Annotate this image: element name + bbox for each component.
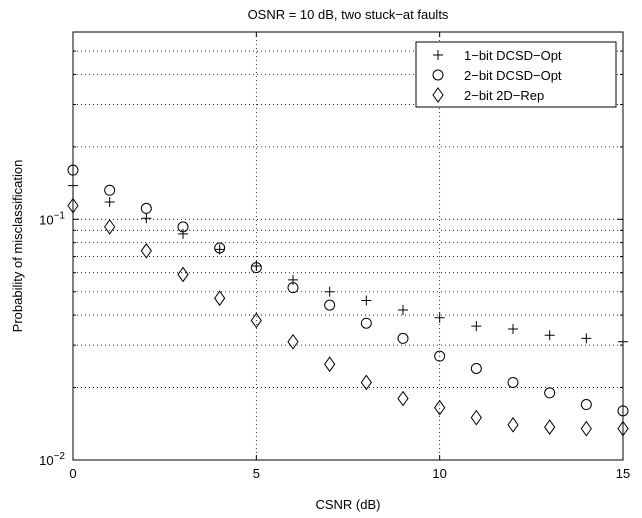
legend-label: 1−bit DCSD−Opt bbox=[464, 48, 562, 63]
data-point bbox=[398, 304, 408, 315]
data-point bbox=[360, 317, 372, 329]
legend-box bbox=[415, 41, 617, 108]
series-diamond bbox=[67, 197, 629, 437]
legend: 1−bit DCSD−Opt 2−bit DCSD−Opt 2−bit 2D−Rep bbox=[415, 41, 617, 108]
legend-label: 2−bit DCSD−Opt bbox=[464, 68, 562, 83]
legend-marker bbox=[433, 50, 443, 60]
data-point bbox=[250, 312, 262, 329]
data-point bbox=[287, 282, 299, 294]
legend-marker bbox=[432, 87, 444, 103]
x-axis-label: CSNR (dB) bbox=[315, 497, 380, 512]
data-point bbox=[580, 420, 592, 437]
data-point bbox=[434, 350, 446, 362]
data-point bbox=[397, 332, 409, 344]
data-point bbox=[507, 416, 519, 433]
data-point bbox=[471, 321, 482, 332]
series-circle bbox=[67, 164, 629, 417]
data-point bbox=[324, 299, 336, 311]
data-point bbox=[580, 399, 592, 411]
x-tick-label: 15 bbox=[616, 466, 630, 481]
x-tick-label: 5 bbox=[253, 466, 260, 481]
data-point bbox=[324, 356, 336, 373]
data-point bbox=[544, 330, 555, 341]
data-point bbox=[544, 419, 556, 435]
data-point bbox=[177, 266, 189, 283]
chart-title: OSNR = 10 dB, two stuck−at faults bbox=[248, 7, 449, 22]
data-point bbox=[214, 242, 226, 254]
data-point bbox=[508, 324, 518, 335]
data-point bbox=[507, 376, 519, 388]
data-point bbox=[470, 362, 482, 374]
data-point bbox=[214, 290, 226, 307]
grid-lines bbox=[73, 32, 623, 460]
data-point bbox=[288, 274, 298, 285]
x-tick-label: 0 bbox=[69, 466, 76, 481]
x-tick-label: 10 bbox=[432, 466, 446, 481]
data-point bbox=[434, 312, 445, 323]
data-point bbox=[434, 399, 446, 416]
legend-marker bbox=[432, 69, 444, 81]
data-point bbox=[140, 242, 152, 259]
data-point bbox=[104, 219, 116, 235]
data-point bbox=[141, 213, 152, 224]
data-point bbox=[177, 221, 189, 233]
y-tick-label: 10−1 bbox=[39, 210, 65, 227]
data-point bbox=[581, 333, 592, 344]
data-point bbox=[140, 202, 152, 214]
data-point bbox=[287, 333, 299, 350]
y-axis-label: Probability of misclassification bbox=[10, 160, 25, 333]
data-point bbox=[361, 295, 372, 306]
data-point bbox=[324, 286, 335, 297]
data-point bbox=[544, 387, 556, 399]
legend-label: 2−bit 2D−Rep bbox=[464, 88, 544, 103]
plot-frame bbox=[72, 31, 624, 461]
data-point bbox=[470, 409, 482, 426]
data-point bbox=[360, 374, 372, 391]
data-point bbox=[178, 228, 188, 239]
data-point bbox=[250, 262, 262, 274]
y-tick-label: 10−2 bbox=[39, 451, 65, 468]
data-point bbox=[104, 196, 115, 207]
data-point bbox=[397, 390, 409, 407]
series-plus bbox=[68, 180, 628, 347]
data-point bbox=[104, 184, 116, 196]
data-series bbox=[67, 164, 629, 437]
